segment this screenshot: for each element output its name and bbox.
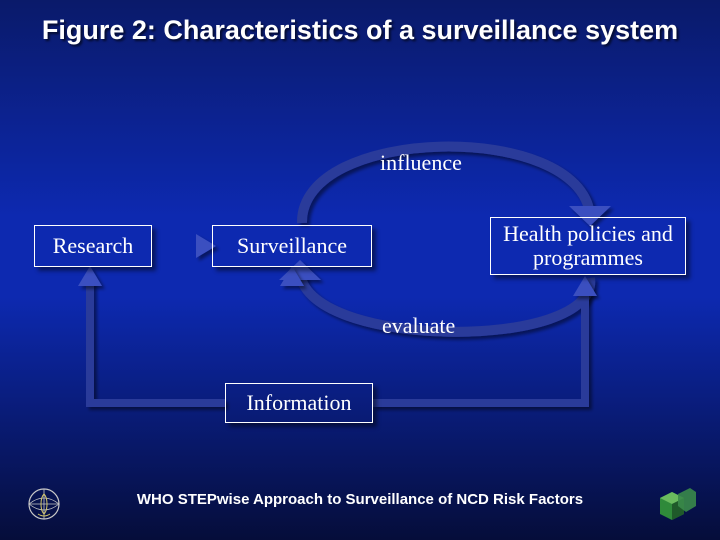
who-logo-icon <box>24 484 64 524</box>
edge-info-health <box>373 290 585 403</box>
label-influence: influence <box>380 150 462 176</box>
node-research: Research <box>34 225 152 267</box>
corner-cube-icon <box>652 484 696 524</box>
edge-info-research <box>90 280 225 403</box>
edge-info-surveillance-head <box>280 266 304 286</box>
node-surveillance: Surveillance <box>212 225 372 267</box>
figure-title: Figure 2: Characteristics of a surveilla… <box>0 14 720 46</box>
edge-info-research-head <box>78 266 102 286</box>
edge-info-health-head <box>573 276 597 296</box>
label-evaluate: evaluate <box>382 313 455 339</box>
slide: Figure 2: Characteristics of a surveilla… <box>0 0 720 540</box>
slide-footer: WHO STEPwise Approach to Surveillance of… <box>0 491 720 508</box>
node-health: Health policies and programmes <box>490 217 686 275</box>
node-information: Information <box>225 383 373 423</box>
